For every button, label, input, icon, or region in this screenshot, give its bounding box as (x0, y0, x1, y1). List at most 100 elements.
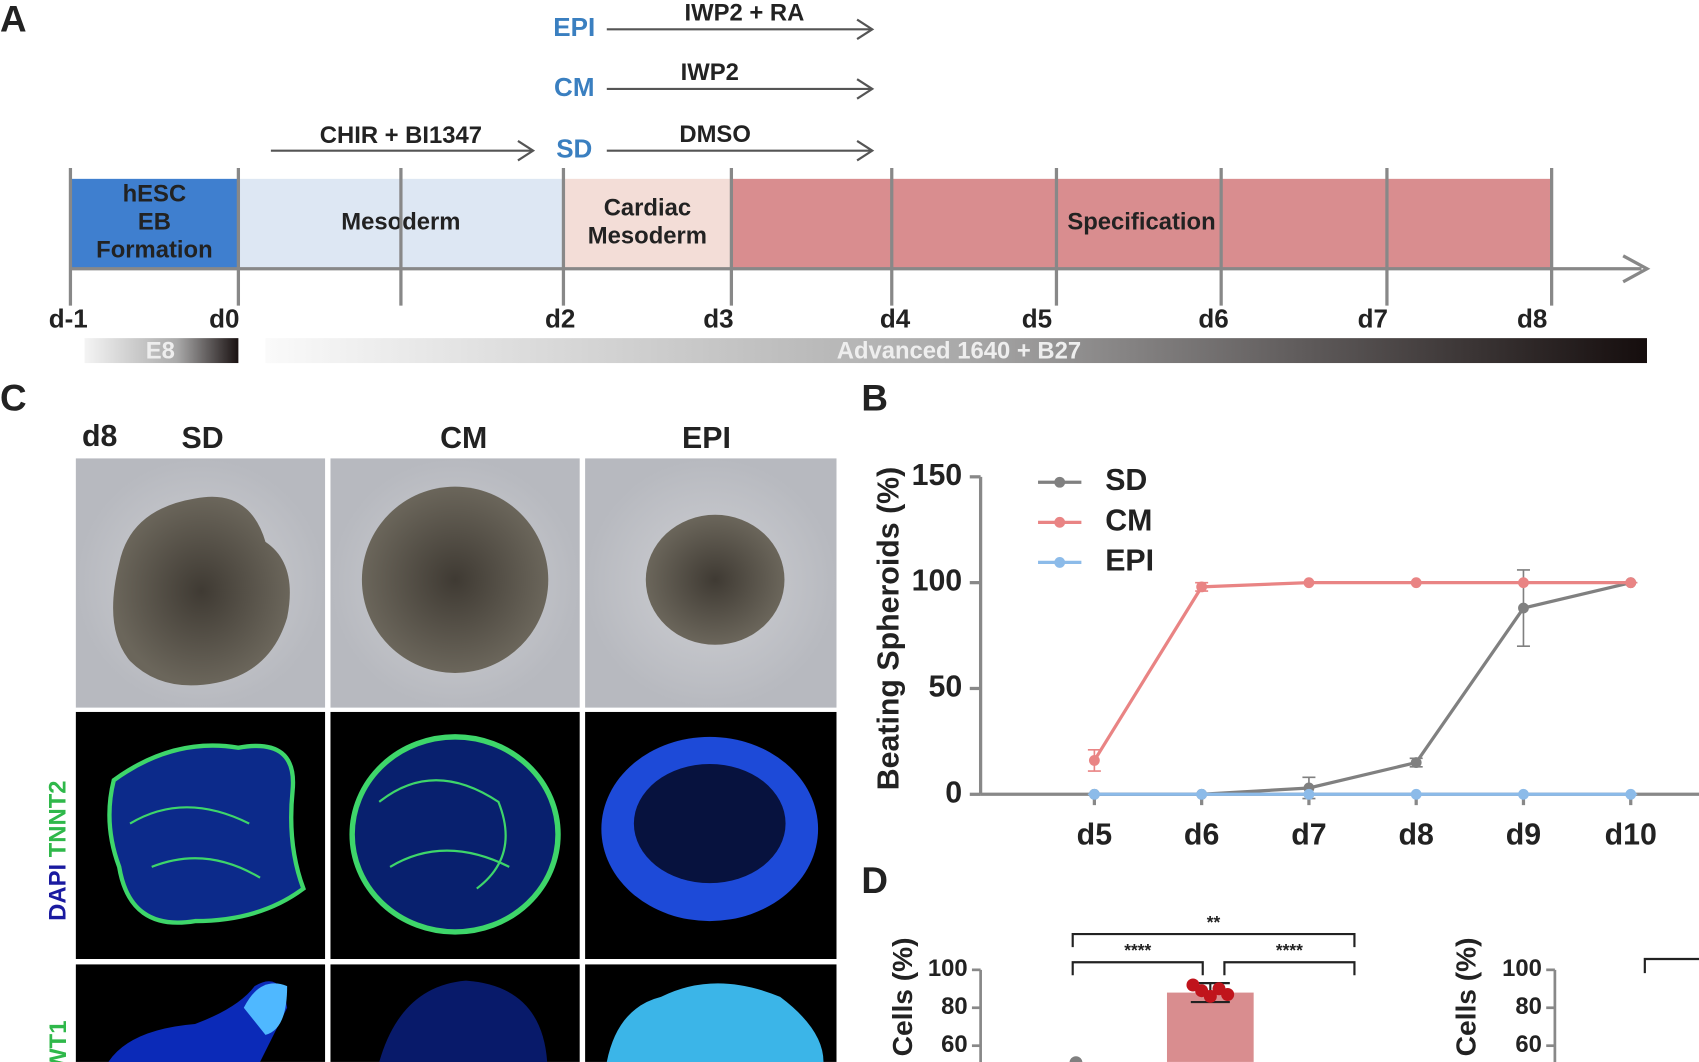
panel-label: A (0, 0, 27, 39)
arrow-head (856, 78, 875, 100)
significance-bracket (1643, 957, 1699, 974)
stage (731, 178, 1552, 269)
y-tick-label: 100 (912, 565, 963, 598)
day-label: d4 (880, 304, 911, 334)
panel-label: B (861, 378, 888, 419)
stage (70, 178, 239, 269)
column-label: SD (182, 422, 224, 455)
marker (1625, 577, 1637, 589)
medium-label: Advanced 1640 + B27 (837, 338, 1081, 365)
column-label: EPI (682, 422, 731, 455)
day-label: d-1 (49, 304, 88, 334)
medium-bar (265, 338, 1647, 364)
legend-label: SD (1105, 464, 1147, 497)
axis-title: Cells (%) (886, 937, 918, 1056)
axis-title: Beating Spheroids (%) (873, 467, 906, 791)
day-label: d5 (1022, 304, 1052, 334)
day-label: d3 (703, 304, 733, 334)
marker (1518, 788, 1529, 800)
panel-label: D (861, 860, 888, 901)
treatment: IWP2 (681, 59, 739, 86)
row-label-part: DAPI (45, 864, 72, 921)
condition-name: CM (554, 72, 594, 102)
marker (1410, 757, 1422, 768)
marker (1518, 602, 1529, 614)
arrow-head (856, 140, 875, 162)
y-tick-label: 150 (912, 459, 963, 492)
significance-bracket (1223, 961, 1356, 976)
y-tick-label: 0 (945, 776, 962, 809)
marker (1518, 577, 1529, 589)
y-tick-label: 60 (941, 1031, 968, 1058)
marker (1410, 577, 1422, 589)
significance-label: ** (1207, 912, 1221, 932)
stage-label: Cardiac (604, 194, 691, 221)
significance-bracket (1071, 932, 1356, 948)
condition-name: SD (556, 134, 592, 164)
stage-label: hESC (123, 180, 187, 207)
row-label: WT1 (45, 1021, 72, 1062)
significance-bracket (1071, 961, 1204, 976)
marker (1303, 577, 1315, 589)
y-tick-label: 100 (928, 955, 968, 982)
significance-label: **** (1276, 940, 1303, 960)
stage (563, 178, 732, 269)
marker (1303, 788, 1315, 800)
row-label: DAPI TNNT2 (45, 780, 72, 920)
day-label: d2 (545, 304, 575, 334)
data-point (1069, 1056, 1083, 1062)
column-label: CM (440, 422, 487, 455)
data-point (1203, 989, 1217, 1003)
arrow-head (517, 140, 536, 162)
stage-label: Specification (1067, 209, 1215, 236)
bar (1166, 992, 1254, 1062)
day-label: d8 (1517, 304, 1547, 334)
x-tick-label: d9 (1506, 819, 1541, 852)
treatment: IWP2 + RA (684, 0, 804, 26)
stage-label: EB (138, 209, 171, 236)
legend-marker (1054, 516, 1066, 528)
day-label: d6 (1198, 304, 1228, 334)
legend-marker (1054, 476, 1066, 488)
stage-label: Formation (96, 237, 212, 264)
marker (1410, 788, 1422, 800)
x-tick-label: d8 (1398, 819, 1433, 852)
x-tick-label: d7 (1291, 819, 1326, 852)
day-label: d0 (209, 304, 239, 334)
micrographs (75, 458, 837, 1062)
marker (1625, 788, 1637, 800)
marker (1088, 788, 1100, 800)
marker (1088, 755, 1100, 766)
axis-title: Cells (%) (1450, 937, 1482, 1056)
legend-label: CM (1105, 504, 1152, 537)
x-tick-label: d6 (1184, 819, 1219, 852)
y-tick-label: 60 (1515, 1031, 1542, 1058)
y-tick-label: 50 (928, 670, 962, 703)
panel-label: C (0, 378, 27, 419)
series-line (1094, 581, 1632, 796)
induction: CHIR + BI1347 (320, 122, 482, 149)
x-tick-label: d10 (1605, 819, 1657, 852)
legend-label: EPI (1105, 544, 1154, 577)
y-tick-label: 100 (1502, 955, 1542, 982)
marker (1196, 788, 1208, 800)
treatment: DMSO (679, 121, 751, 148)
day-label: d8 (82, 420, 117, 453)
data-point (1221, 987, 1235, 1001)
series-line (1092, 581, 1631, 762)
marker (1196, 581, 1208, 593)
condition-name: EPI (553, 12, 595, 42)
arrow-head (856, 18, 875, 40)
y-tick-label: 80 (1515, 993, 1542, 1020)
medium-label: E8 (146, 338, 175, 365)
row-label-part: TNNT2 (45, 780, 72, 863)
arrow-head (1622, 254, 1651, 284)
legend-marker (1054, 557, 1066, 568)
stage-label: Mesoderm (588, 223, 707, 250)
significance-label: **** (1124, 940, 1151, 960)
y-tick-label: 80 (941, 993, 968, 1020)
day-label: d7 (1358, 304, 1388, 334)
x-tick-label: d5 (1077, 819, 1113, 852)
medium-bar (84, 338, 239, 364)
